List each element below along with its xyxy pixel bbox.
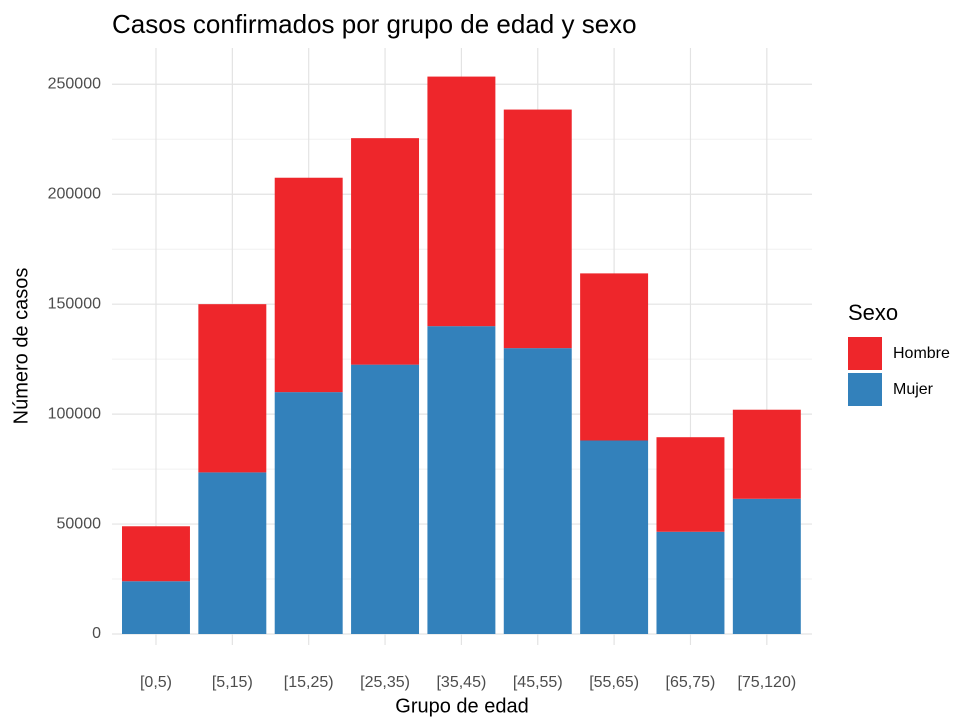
chart-title: Casos confirmados por grupo de edad y se… bbox=[112, 9, 637, 39]
bar-segment bbox=[580, 440, 649, 635]
x-tick-label: [75,120) bbox=[737, 674, 796, 691]
y-tick-label: 0 bbox=[92, 625, 101, 642]
x-tick-label: [15,25) bbox=[284, 674, 334, 691]
x-tick-label: [55,65) bbox=[589, 674, 639, 691]
x-tick-label: [65,75) bbox=[666, 674, 716, 691]
x-tick-label: [35,45) bbox=[436, 674, 486, 691]
x-tick-label: [0,5) bbox=[140, 674, 172, 691]
bar-segment bbox=[580, 273, 649, 441]
legend-label: Hombre bbox=[893, 345, 950, 362]
bar-segment bbox=[351, 138, 420, 365]
y-axis-title: Número de casos bbox=[10, 268, 32, 425]
bar-segment bbox=[732, 409, 801, 499]
bar-segment bbox=[656, 531, 725, 635]
x-tick-label: [5,15) bbox=[212, 674, 253, 691]
bar-segment bbox=[427, 76, 496, 327]
bar-segment bbox=[274, 177, 343, 393]
bar-segment bbox=[732, 498, 801, 635]
bar-segment bbox=[274, 392, 343, 635]
bar-segment bbox=[427, 326, 496, 635]
y-tick-label: 150000 bbox=[48, 295, 101, 312]
bar-segment bbox=[503, 348, 572, 635]
bar-segment bbox=[121, 581, 190, 635]
x-tick-label: [25,35) bbox=[360, 674, 410, 691]
bar-segment bbox=[351, 364, 420, 635]
bar-segment bbox=[121, 526, 190, 582]
legend-key bbox=[848, 373, 882, 406]
y-tick-label: 200000 bbox=[48, 185, 101, 202]
y-tick-label: 100000 bbox=[48, 405, 101, 422]
bar-segment bbox=[198, 472, 267, 635]
y-tick-label: 250000 bbox=[48, 76, 101, 93]
bar-segment bbox=[198, 304, 267, 473]
bar-segment bbox=[656, 437, 725, 532]
legend-key bbox=[848, 337, 882, 370]
legend-title: Sexo bbox=[848, 300, 898, 325]
bar-segment bbox=[503, 109, 572, 349]
x-axis-title: Grupo de edad bbox=[395, 695, 528, 717]
x-tick-label: [45,55) bbox=[513, 674, 563, 691]
y-tick-label: 50000 bbox=[57, 515, 102, 532]
legend-label: Mujer bbox=[893, 381, 934, 398]
